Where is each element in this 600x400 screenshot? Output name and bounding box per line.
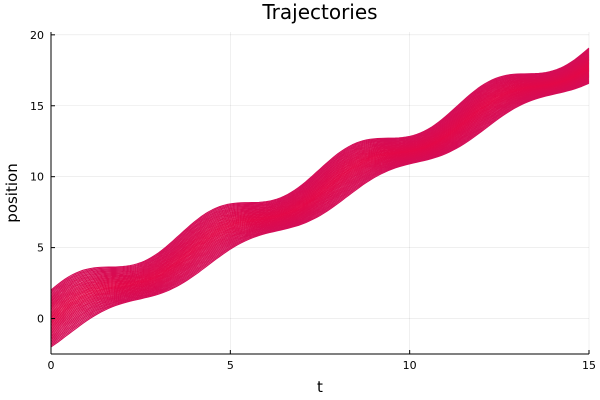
trajectory-line — [50, 63, 590, 316]
trajectory-line — [50, 51, 590, 297]
trajectory-line — [50, 70, 590, 326]
trajectory-line — [50, 76, 590, 336]
trajectory-line — [50, 76, 590, 338]
trajectory-line — [50, 82, 590, 348]
y-tick-label: 10 — [30, 171, 44, 184]
y-ticks: 0 5 10 15 20 — [30, 29, 55, 326]
y-tick-label: 5 — [37, 242, 44, 255]
trajectory-line — [50, 62, 590, 314]
trajectory-line — [50, 78, 590, 341]
y-tick-label: 0 — [37, 313, 44, 326]
trajectory-line — [50, 70, 590, 327]
trajectory-series — [50, 47, 590, 348]
trajectory-line — [50, 58, 590, 307]
trajectory-line — [50, 56, 590, 304]
trajectory-line — [50, 81, 590, 346]
x-axis-label: t — [317, 378, 323, 396]
trajectory-line — [50, 73, 590, 332]
trajectory-line — [50, 61, 590, 311]
trajectory-line — [50, 69, 590, 325]
x-ticks: 0 5 10 15 — [48, 350, 596, 372]
trajectory-line — [50, 60, 590, 310]
trajectory-line — [50, 65, 590, 319]
trajectory-line — [50, 47, 590, 291]
trajectory-line — [50, 53, 590, 300]
trajectory-line — [50, 62, 590, 313]
trajectory-line — [50, 79, 590, 342]
trajectory-line — [50, 64, 590, 317]
trajectory-line — [50, 67, 590, 322]
trajectory-line — [50, 54, 590, 301]
trajectory-line — [50, 71, 590, 329]
trajectory-line — [50, 50, 590, 295]
axes — [50, 32, 589, 355]
trajectory-line — [50, 72, 590, 330]
y-axis-label: position — [3, 163, 21, 222]
x-tick-label: 15 — [582, 359, 596, 372]
trajectory-line — [50, 52, 590, 298]
trajectory-line — [50, 57, 590, 306]
y-tick-label: 20 — [30, 29, 44, 42]
trajectory-line — [50, 68, 590, 323]
trajectory-line — [50, 74, 590, 333]
trajectory-line — [50, 81, 590, 345]
grid-lines — [50, 32, 590, 354]
trajectory-line — [50, 66, 590, 320]
y-tick-label: 15 — [30, 100, 44, 113]
trajectory-line — [50, 77, 590, 339]
x-tick-label: 10 — [403, 359, 417, 372]
chart-title: Trajectories — [261, 0, 377, 24]
trajectory-line — [50, 75, 590, 335]
trajectory-line — [50, 49, 590, 294]
trajectory-line — [50, 80, 590, 343]
x-tick-label: 0 — [48, 359, 55, 372]
trajectory-line — [50, 48, 590, 293]
x-tick-label: 5 — [227, 359, 234, 372]
trajectory-line — [50, 59, 590, 309]
trajectory-line — [50, 55, 590, 303]
